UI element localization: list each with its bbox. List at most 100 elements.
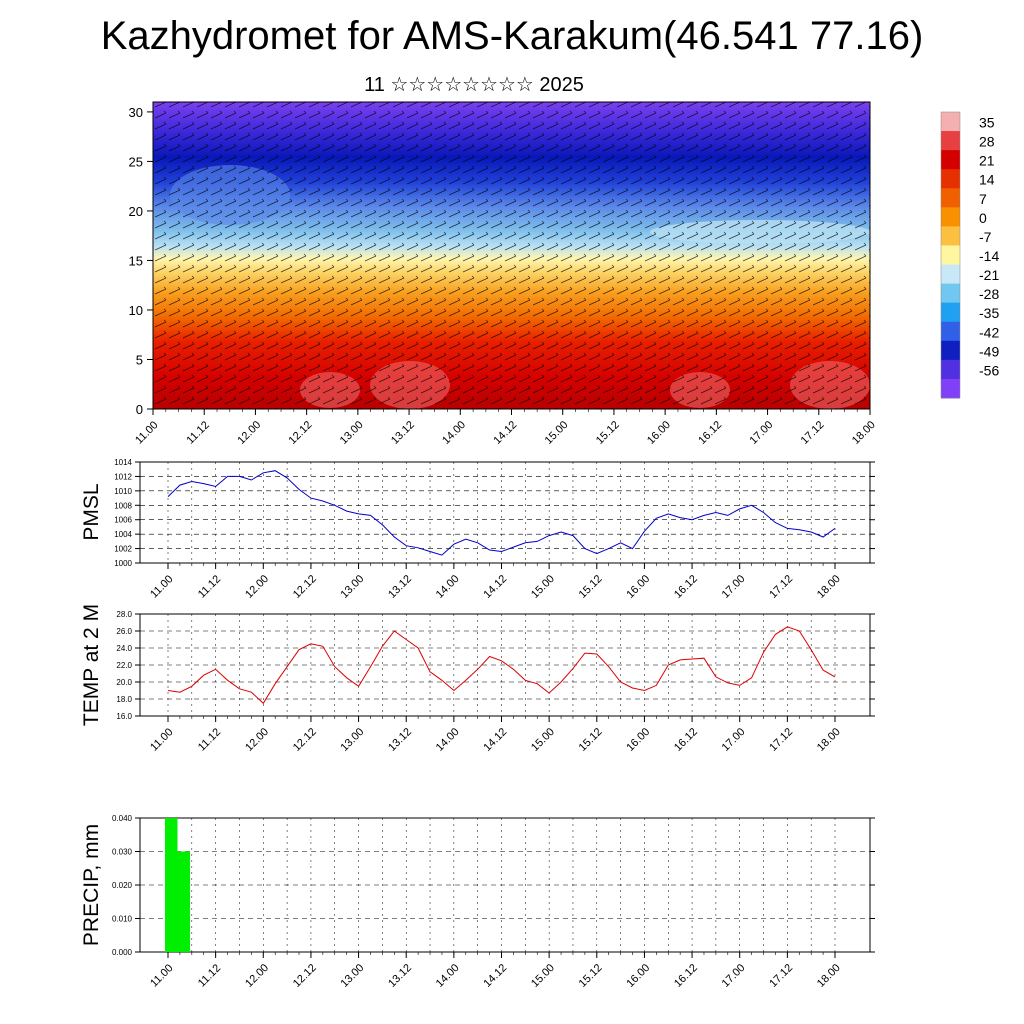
- series-line: [167, 470, 836, 556]
- x-tick-label: 16.12: [672, 573, 700, 601]
- colorbar-label: -21: [979, 267, 999, 283]
- page-title: Kazhydromet for AMS-Karakum(46.541 77.16…: [100, 14, 924, 58]
- colorbar-swatch: [941, 245, 960, 266]
- y-tick-label: 1004: [114, 530, 132, 539]
- colorbar-swatch: [941, 302, 960, 323]
- plot-frame: [139, 461, 871, 564]
- x-tick-label: 12.12: [291, 726, 319, 754]
- x-tick-label: 11.00: [148, 726, 175, 753]
- y-tick-label: 10: [129, 303, 143, 318]
- x-tick-label: 12.12: [287, 419, 315, 447]
- x-tick-label: 17.00: [747, 419, 775, 447]
- colorbar-label: -28: [979, 286, 999, 302]
- colorbar-label: -49: [979, 343, 999, 359]
- y-tick-label: 20: [129, 204, 143, 219]
- x-tick-label: 14.00: [434, 573, 462, 601]
- x-tick-label: 12.00: [243, 726, 271, 754]
- series-line: [167, 626, 836, 705]
- x-tick-label: 15.00: [529, 962, 557, 990]
- y-tick-label: 30: [129, 105, 143, 120]
- x-tick-label: 14.00: [440, 419, 468, 447]
- x-tick-label: 14.00: [434, 962, 462, 990]
- y-tick-label: 1000: [114, 559, 132, 568]
- x-tick-label: 18.00: [850, 419, 878, 447]
- y-tick-label: 25: [129, 154, 143, 169]
- wind-barbs: [153, 102, 870, 409]
- x-tick-label: 11.12: [196, 726, 223, 753]
- x-tick-label: 17.00: [720, 573, 748, 601]
- x-tick-label: 13.00: [338, 419, 366, 447]
- x-tick-label: 13.00: [338, 573, 366, 601]
- colorbar-label: 14: [979, 172, 995, 188]
- x-tick-label: 13.12: [386, 726, 414, 754]
- x-tick-label: 15.12: [577, 962, 605, 990]
- x-tick-label: 11.12: [184, 419, 211, 446]
- x-tick-label: 18.00: [815, 962, 843, 990]
- colorbar-label: -35: [979, 305, 999, 321]
- x-tick-label: 15.12: [594, 419, 622, 447]
- x-tick-label: 12.12: [291, 962, 319, 990]
- x-tick-label: 11.12: [196, 573, 223, 600]
- colorbar-label: -42: [979, 324, 999, 340]
- x-tick-label: 16.00: [624, 962, 652, 990]
- y-tick-label: 22.0: [116, 661, 132, 670]
- y-tick-label: 0.000: [112, 948, 133, 957]
- y-axis-label: PMSL: [80, 483, 103, 540]
- y-tick-label: 1002: [114, 545, 132, 554]
- precip-bar: [177, 851, 190, 952]
- x-tick-label: 17.00: [720, 962, 748, 990]
- x-tick-label: 12.12: [291, 573, 319, 601]
- colorbar-swatch: [941, 359, 960, 380]
- colorbar-swatch: [941, 264, 960, 285]
- y-tick-label: 24.0: [116, 644, 132, 653]
- x-tick-label: 17.12: [799, 419, 827, 447]
- y-tick-label: 0: [136, 402, 143, 417]
- x-tick-label: 16.00: [645, 419, 673, 447]
- colorbar-label: 35: [979, 115, 995, 131]
- x-tick-label: 17.12: [767, 726, 795, 754]
- x-tick-label: 15.12: [577, 726, 605, 754]
- colorbar-label: -56: [979, 362, 999, 378]
- x-tick-label: 17.12: [767, 573, 795, 601]
- y-tick-label: 1006: [114, 516, 132, 525]
- x-tick-label: 11.00: [133, 419, 160, 446]
- colorbar-label: 28: [979, 134, 995, 150]
- x-tick-label: 16.12: [672, 726, 700, 754]
- page-subtitle: 11 ☆☆☆☆☆☆☆☆ 2025: [364, 74, 584, 96]
- y-tick-label: 1012: [114, 472, 132, 481]
- x-tick-label: 12.00: [235, 419, 263, 447]
- x-tick-label: 16.00: [624, 726, 652, 754]
- y-axis-label: TEMP at 2 M: [80, 604, 103, 726]
- colorbar-swatch: [941, 321, 960, 342]
- y-tick-label: 1008: [114, 501, 132, 510]
- precip-bar: [165, 818, 178, 952]
- y-tick-label: 26.0: [116, 627, 132, 636]
- x-tick-label: 18.00: [815, 726, 843, 754]
- y-tick-label: 1010: [114, 487, 132, 496]
- x-tick-label: 17.00: [720, 726, 748, 754]
- colorbar-frame: [940, 111, 961, 399]
- y-tick-label: 28.0: [116, 610, 132, 619]
- x-tick-label: 13.12: [389, 419, 417, 447]
- colorbar-label: 21: [979, 153, 995, 169]
- colorbar-label: -7: [979, 229, 992, 245]
- x-tick-label: 14.12: [481, 962, 509, 990]
- x-tick-label: 13.00: [338, 726, 366, 754]
- colorbar-swatch: [941, 207, 960, 227]
- precip-panel: 0.000 0.010 0.020 0.030 0.040 11.00 11.12 12.00…: [80, 814, 875, 990]
- colorbar-swatch: [941, 283, 960, 304]
- pmsl-panel: 1000 1002 1004 1006 1008 1010 1012 1014 11.00 11.…: [80, 458, 875, 601]
- x-tick-label: 16.00: [624, 573, 652, 601]
- cross-section-panel: 0 5 10 15 20 25 30 11.00 11.12 12.00 12.12 13.00 13.…: [129, 101, 878, 447]
- y-tick-label: 15: [129, 253, 143, 268]
- colorbar-swatch: [941, 340, 960, 361]
- y-tick-label: 16.0: [116, 712, 132, 721]
- x-tick-label: 14.12: [491, 419, 519, 447]
- y-axis-label: PRECIP, mm: [80, 824, 103, 946]
- x-tick-label: 17.12: [767, 962, 795, 990]
- colorbar-label: 0: [979, 210, 987, 226]
- x-tick-label: 15.00: [529, 726, 557, 754]
- x-tick-label: 12.00: [243, 573, 271, 601]
- x-tick-label: 15.12: [577, 573, 605, 601]
- x-tick-label: 11.12: [196, 962, 223, 989]
